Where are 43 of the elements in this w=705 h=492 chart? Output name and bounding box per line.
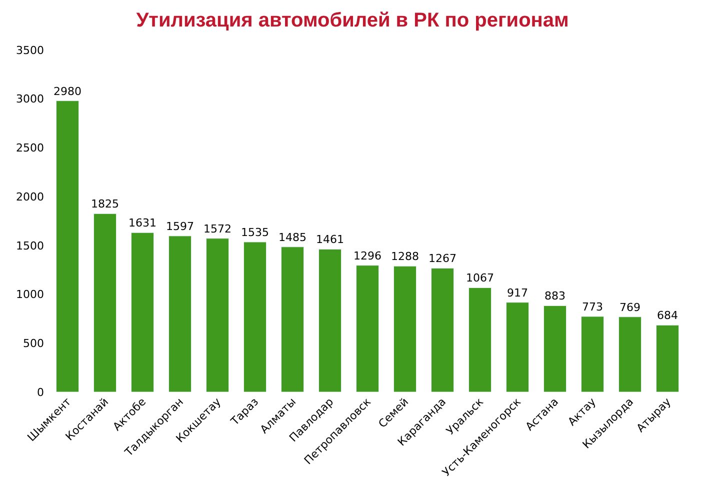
- y-tick-label: 3500: [16, 44, 44, 57]
- data-label: 2980: [54, 84, 82, 98]
- y-tick-label: 500: [23, 336, 44, 350]
- bar: [394, 266, 416, 392]
- bar: [506, 302, 529, 392]
- bar: [656, 324, 679, 392]
- bar: [581, 316, 604, 392]
- bar: [431, 268, 454, 392]
- data-label: 1288: [391, 250, 419, 264]
- data-label: 1067: [466, 272, 494, 285]
- y-tick-label: 1500: [16, 239, 44, 252]
- chart-title: Утилизация автомобилей в РК по регионам: [136, 9, 569, 32]
- data-label: 883: [544, 290, 566, 303]
- bar: [318, 248, 342, 392]
- bar: [356, 265, 379, 392]
- data-label: 1572: [204, 222, 232, 236]
- data-label: 917: [507, 286, 528, 300]
- data-label: 684: [657, 309, 678, 322]
- bar: [206, 238, 229, 392]
- y-tick-label: 2000: [16, 190, 44, 204]
- bar: [244, 242, 266, 392]
- bar: [618, 316, 642, 392]
- y-tick-label: 2500: [16, 142, 44, 155]
- data-label: 1296: [354, 249, 382, 262]
- bar: [168, 236, 192, 392]
- data-label: 1597: [166, 220, 194, 233]
- bar: [56, 100, 79, 392]
- y-tick-label: 3000: [16, 92, 44, 106]
- data-label: 1631: [128, 216, 156, 230]
- bar: [131, 232, 154, 392]
- bar: [281, 246, 304, 392]
- data-label: 1825: [91, 198, 119, 211]
- data-label: 1461: [316, 233, 344, 246]
- data-label: 1267: [428, 252, 456, 266]
- data-label: 773: [582, 300, 603, 314]
- bar: [544, 305, 566, 392]
- y-tick-label: 1000: [16, 288, 44, 302]
- bar: [468, 287, 492, 392]
- data-label: 1535: [241, 226, 269, 240]
- data-label: 1485: [278, 230, 306, 244]
- y-tick-label: 0: [37, 386, 44, 399]
- data-label: 769: [620, 300, 640, 314]
- bar: [94, 213, 116, 392]
